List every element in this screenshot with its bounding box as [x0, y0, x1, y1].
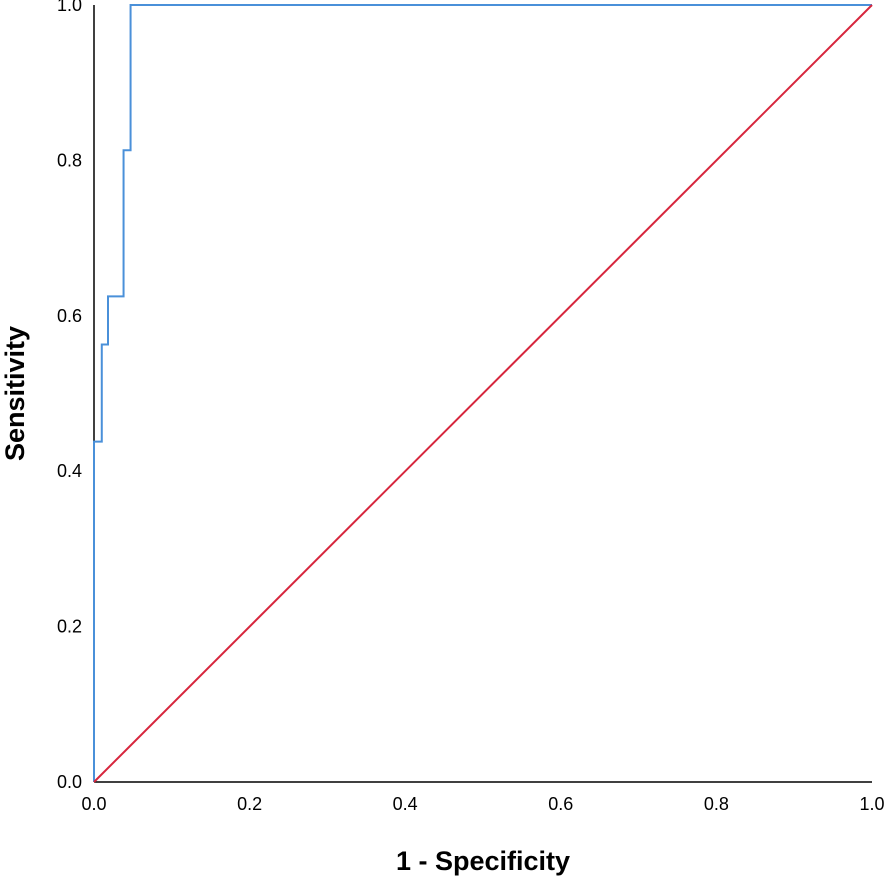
y-tick-label: 1.0	[57, 0, 82, 15]
y-tick-label: 0.6	[57, 306, 82, 326]
x-tick-label: 0.8	[704, 794, 729, 814]
roc-curve-line	[93, 4, 872, 782]
y-tick-label: 0.8	[57, 150, 82, 170]
series-layer	[93, 4, 873, 783]
y-tick-labels: 0.0 0.2 0.4 0.6 0.8 1.0	[57, 0, 82, 792]
x-tick-label: 0.2	[237, 794, 262, 814]
y-tick-label: 0.2	[57, 617, 82, 637]
x-axis-title: 1 - Specificity	[396, 846, 570, 876]
x-tick-label: 0.6	[548, 794, 573, 814]
y-tick-label: 0.0	[57, 772, 82, 792]
y-tick-label: 0.4	[57, 461, 82, 481]
x-tick-labels: 0.0 0.2 0.4 0.6 0.8 1.0	[81, 794, 884, 814]
reference-diagonal-line	[93, 4, 873, 783]
x-tick-label: 0.4	[393, 794, 418, 814]
y-axis-title: Sensitivity	[0, 326, 30, 461]
x-tick-label: 0.0	[81, 794, 106, 814]
x-tick-label: 1.0	[859, 794, 884, 814]
